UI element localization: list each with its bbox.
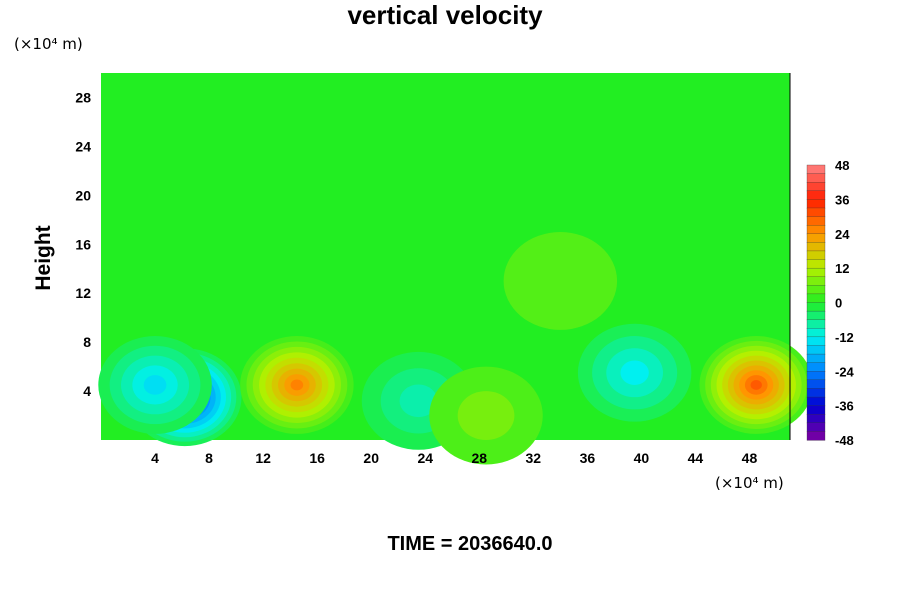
colorbar-tick-label: -36 (835, 399, 854, 414)
x-tick-label: 28 (471, 450, 487, 466)
colorbar-swatch (806, 405, 826, 415)
time-label: TIME = 2036640.0 (387, 533, 552, 555)
colorbar-tick-label: -24 (835, 364, 855, 379)
contour-level-1-4 (143, 375, 167, 395)
colorbar-tick-label: 0 (835, 296, 842, 311)
contour-level-3-2 (399, 384, 438, 418)
colorbar-tick-label: -48 (835, 433, 854, 448)
chart-title: vertical velocity (347, 0, 543, 30)
colorbar-tick-label: 24 (835, 227, 850, 242)
contour-feature-1 (98, 336, 212, 434)
colorbar-swatch (806, 250, 826, 261)
colorbar-tick-label: 48 (835, 158, 849, 173)
contour-level-7-0 (503, 232, 618, 330)
y-tick-label: 16 (75, 236, 91, 252)
colorbar-swatch (806, 379, 826, 389)
colorbar-swatch (806, 328, 826, 338)
contour-feature-5 (577, 323, 692, 422)
y-tick-label: 28 (75, 89, 91, 105)
colorbar-swatch (806, 414, 826, 424)
contour-feature-6 (699, 336, 813, 434)
colorbar-swatch (806, 310, 826, 321)
colorbar-swatch (806, 242, 826, 252)
colorbar (806, 164, 826, 441)
contour-level-5-3 (620, 360, 649, 385)
colorbar-swatch (806, 164, 826, 175)
colorbar-swatch (806, 336, 826, 347)
contour-level-6-9 (750, 380, 762, 390)
colorbar-swatch (806, 216, 826, 226)
colorbar-swatch (806, 396, 826, 407)
x-tick-label: 36 (580, 450, 596, 466)
x-tick-label: 12 (255, 450, 271, 466)
colorbar-swatch (806, 276, 826, 286)
contour-feature-2 (240, 336, 354, 434)
y-axis-label: Height (32, 225, 55, 290)
colorbar-swatch (806, 371, 826, 381)
colorbar-swatch (806, 207, 826, 218)
colorbar-swatch (806, 182, 826, 192)
y-tick-label: 4 (83, 383, 91, 399)
x-tick-label: 8 (205, 450, 213, 466)
x-tick-label: 40 (634, 450, 650, 466)
y-tick-label: 24 (75, 138, 91, 154)
colorbar-swatch (806, 362, 826, 372)
x-tick-label: 44 (688, 450, 704, 466)
colorbar-swatch (806, 353, 826, 364)
colorbar-swatch (806, 190, 826, 200)
colorbar-tick-label: 36 (835, 192, 849, 207)
contour-level-4-1 (457, 391, 515, 440)
colorbar-swatch (806, 388, 826, 398)
x-tick-label: 4 (151, 450, 159, 466)
colorbar-tick-label: 12 (835, 261, 849, 276)
colorbar-swatch (806, 431, 826, 441)
colorbar-swatch (806, 319, 826, 329)
colorbar-swatch (806, 233, 826, 243)
x-tick-label: 48 (742, 450, 758, 466)
x-tick-label: 32 (526, 450, 542, 466)
y-tick-label: 12 (75, 285, 91, 301)
x-axis-unit: (×10⁴ m) (715, 474, 784, 492)
colorbar-swatch (806, 267, 826, 278)
contour-feature-7 (503, 232, 618, 330)
x-tick-label: 20 (363, 450, 379, 466)
colorbar-swatch (806, 199, 826, 209)
colorbar-swatch (806, 345, 826, 355)
colorbar-swatch (806, 285, 826, 295)
colorbar-swatch (806, 173, 826, 183)
y-axis-unit: (×10⁴ m) (14, 35, 83, 53)
colorbar-swatch (806, 422, 826, 432)
y-tick-label: 8 (83, 334, 91, 350)
x-tick-label: 16 (309, 450, 325, 466)
contour-feature-4 (429, 366, 543, 465)
colorbar-swatch (806, 302, 826, 312)
colorbar-swatch (806, 259, 826, 269)
colorbar-swatch (806, 293, 826, 304)
y-tick-label: 20 (75, 187, 91, 203)
contour-level-2-8 (290, 379, 304, 391)
colorbar-tick-label: -12 (835, 330, 854, 345)
colorbar-swatch (806, 225, 826, 235)
x-tick-label: 24 (417, 450, 433, 466)
